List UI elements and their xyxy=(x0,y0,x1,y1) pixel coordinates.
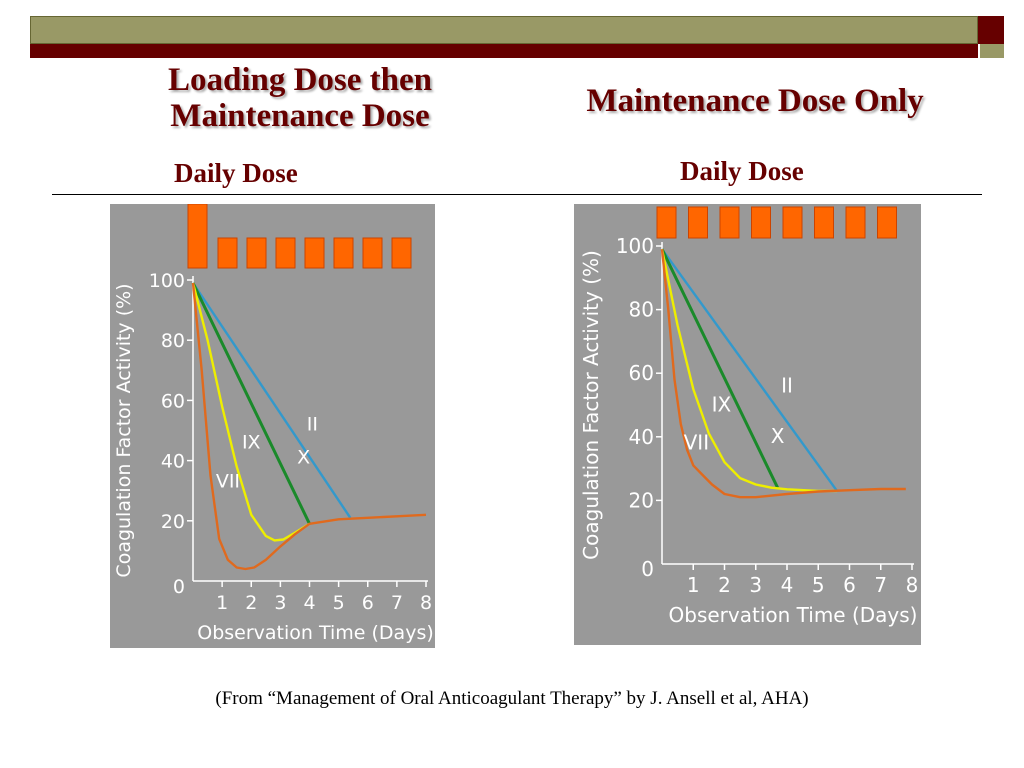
series-label-ii: II xyxy=(307,414,318,436)
series-label-vii: VII xyxy=(684,431,709,455)
right-title: Maintenance Dose Only xyxy=(586,83,924,119)
y-tick-label: 100 xyxy=(616,234,654,258)
x-tick-label: 5 xyxy=(812,573,825,597)
y-tick-label: 60 xyxy=(629,361,654,385)
x-tick-label: 4 xyxy=(303,592,315,614)
maintenance-dose-block xyxy=(362,237,383,269)
x-tick-label: 5 xyxy=(333,592,345,614)
chart-maintenance-only: 0 20 40 60 80 100 1 2 3 4 5 6 7 8 Observation Time (Da… xyxy=(574,204,921,645)
maintenance-dose-block xyxy=(275,237,296,269)
maintenance-dose-block xyxy=(391,237,412,269)
y-tick-label: 0 xyxy=(173,576,185,598)
y-tick-label: 80 xyxy=(161,330,185,352)
x-tick-label: 2 xyxy=(718,573,731,597)
y-tick-label: 80 xyxy=(629,298,654,322)
series-line-vii xyxy=(191,282,427,571)
maintenance-dose-block xyxy=(782,206,803,239)
series-line-ix xyxy=(660,248,837,493)
series-line-ix xyxy=(191,282,311,542)
top-decor-band xyxy=(30,44,978,58)
left-subtitle: Daily Dose xyxy=(174,158,298,188)
x-tick-label: 3 xyxy=(274,592,286,614)
y-tick-label: 40 xyxy=(161,451,185,473)
maintenance-dose-block xyxy=(656,206,677,239)
x-tick-label: 3 xyxy=(749,573,762,597)
series-label-ix: IX xyxy=(242,432,261,454)
series-label-x: X xyxy=(297,447,310,469)
series-label-vii: VII xyxy=(216,471,240,493)
y-tick-label: 20 xyxy=(629,488,654,512)
y-tick-label: 60 xyxy=(161,390,185,412)
maintenance-dose-block xyxy=(845,206,866,239)
maintenance-dose-block xyxy=(333,237,354,269)
x-tick-label: 1 xyxy=(687,573,700,597)
maintenance-dose-block xyxy=(751,206,771,239)
series-line-x xyxy=(191,282,311,525)
x-tick-label: 6 xyxy=(843,573,856,597)
maintenance-dose-block xyxy=(304,237,325,269)
maintenance-dose-block xyxy=(719,206,740,239)
x-tick-label: 7 xyxy=(391,592,403,614)
maintenance-dose-block xyxy=(217,237,238,269)
series-label-ii: II xyxy=(781,373,793,397)
series-line-x xyxy=(660,248,779,489)
maintenance-dose-block xyxy=(877,206,897,239)
series-line-ii xyxy=(192,282,352,519)
series-line-vii xyxy=(660,249,906,499)
x-axis-label: Observation Time (Days) xyxy=(197,622,434,644)
divider-rule xyxy=(52,194,982,195)
source-caption: (From “Management of Oral Anticoagulant … xyxy=(215,688,809,709)
x-axis-label: Observation Time (Days) xyxy=(669,603,918,627)
x-tick-label: 2 xyxy=(245,592,257,614)
top-decor-square xyxy=(978,16,1004,44)
maintenance-dose-block xyxy=(688,206,708,239)
y-tick-label: 20 xyxy=(161,511,185,533)
x-tick-label: 1 xyxy=(216,592,228,614)
top-decor-bar xyxy=(30,16,978,44)
y-tick-label: 40 xyxy=(629,425,654,449)
x-tick-label: 7 xyxy=(874,573,887,597)
series-label-ix: IX xyxy=(712,392,732,416)
chart-loading-dose: 0 20 40 60 80 100 1 2 3 4 5 6 7 8 Observation Time (Da… xyxy=(110,204,435,648)
maintenance-dose-block xyxy=(814,206,834,239)
x-tick-label: 6 xyxy=(362,592,374,614)
top-decor-square-small xyxy=(980,44,1004,58)
x-tick-label: 8 xyxy=(906,573,919,597)
series-label-x: X xyxy=(771,424,785,448)
chart-background xyxy=(110,204,435,648)
maintenance-dose-block xyxy=(246,237,267,269)
right-subtitle: Daily Dose xyxy=(680,156,804,186)
y-axis-label: Coagulation Factor Activity (%) xyxy=(113,283,135,577)
y-tick-label: 0 xyxy=(641,557,654,581)
y-tick-label: 100 xyxy=(149,270,185,292)
y-axis-label: Coagulation Factor Activity (%) xyxy=(579,250,603,560)
series-line-ii xyxy=(661,248,838,492)
x-tick-label: 4 xyxy=(781,573,794,597)
left-title: Loading Dose then Maintenance Dose xyxy=(167,62,433,134)
loading-dose-block xyxy=(187,204,208,269)
x-tick-label: 8 xyxy=(420,592,432,614)
